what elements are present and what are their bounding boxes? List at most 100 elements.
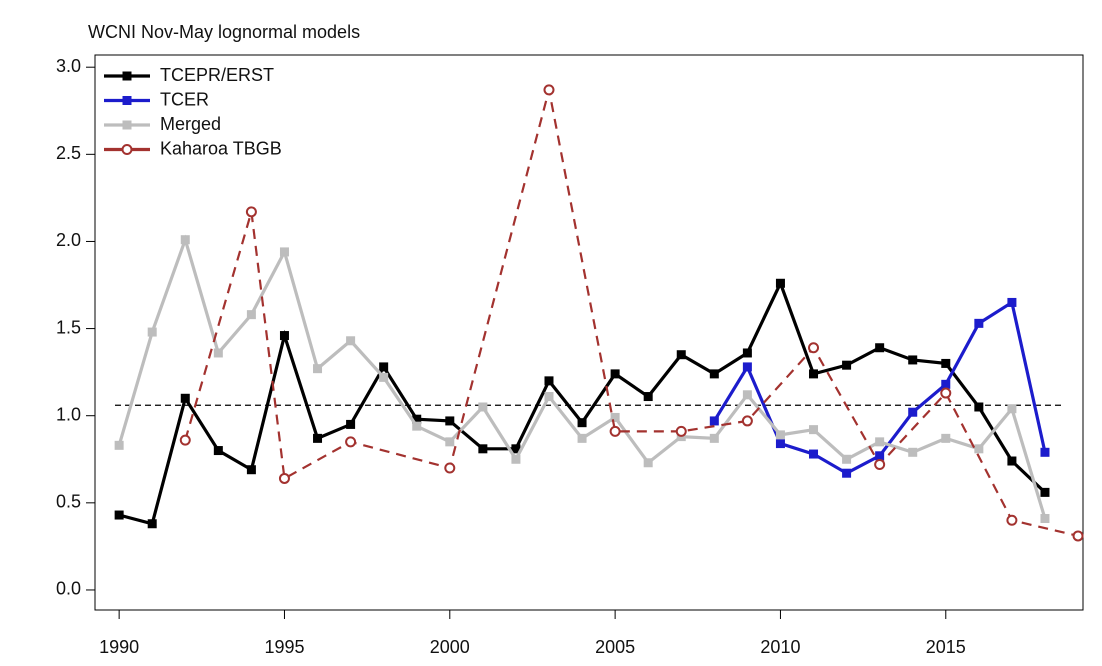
legend-marker (121, 144, 133, 155)
point (643, 458, 653, 468)
point (543, 84, 555, 96)
point (412, 421, 422, 431)
point (609, 425, 621, 437)
point (940, 387, 952, 399)
point (147, 519, 157, 529)
point (379, 372, 389, 382)
point (278, 472, 290, 484)
point (379, 362, 389, 372)
point (842, 360, 852, 370)
point (742, 362, 752, 372)
point (908, 447, 918, 457)
point (1007, 456, 1017, 466)
point (1007, 297, 1017, 307)
point (875, 437, 885, 447)
point (775, 278, 785, 288)
point (180, 235, 190, 245)
point (1006, 514, 1018, 526)
point (346, 336, 356, 346)
point (245, 206, 257, 218)
point (875, 451, 885, 461)
point (577, 433, 587, 443)
legend-marker (122, 96, 132, 105)
plot-frame (94, 54, 1084, 611)
point (874, 458, 886, 470)
point (279, 247, 289, 257)
point (709, 433, 719, 443)
point (1072, 530, 1084, 542)
point (775, 439, 785, 449)
legend-marker (122, 120, 132, 130)
point (279, 331, 289, 341)
y-tick-label: 1.0 (56, 404, 81, 424)
point (511, 444, 521, 454)
point (709, 369, 719, 379)
legend-label: TCER (160, 89, 209, 109)
point (179, 434, 191, 446)
point (742, 390, 752, 400)
point (908, 355, 918, 365)
series-line (117, 234, 1047, 519)
y-tick-label: 2.5 (56, 143, 81, 163)
point (213, 348, 223, 358)
point (676, 350, 686, 360)
point (246, 465, 256, 475)
point (577, 418, 587, 428)
x-tick-label: 2015 (926, 637, 966, 657)
point (246, 310, 256, 320)
point (610, 412, 620, 422)
point (345, 436, 357, 448)
point (213, 446, 223, 456)
y-tick-label: 0.5 (56, 492, 81, 512)
point (445, 416, 455, 426)
point (478, 402, 488, 412)
point (709, 416, 719, 426)
x-tick-label: 1995 (264, 637, 304, 657)
point (1040, 487, 1050, 497)
point (444, 462, 456, 474)
series-line (184, 89, 1079, 538)
point (313, 364, 323, 374)
point (875, 343, 885, 353)
x-tick-label: 2000 (430, 637, 470, 657)
series-line (118, 279, 1047, 526)
point (675, 425, 687, 437)
legend-marker (122, 71, 132, 81)
point (114, 510, 124, 520)
point (511, 454, 521, 464)
point (809, 449, 819, 459)
point (643, 392, 653, 402)
point (941, 433, 951, 443)
point (610, 369, 620, 379)
legend-label: Kaharoa TBGB (160, 138, 282, 158)
legend-label: TCEPR/ERST (160, 65, 274, 85)
point (544, 392, 554, 402)
point (1040, 514, 1050, 524)
point (941, 358, 951, 368)
legend-label: Merged (160, 114, 221, 134)
x-tick-label: 2010 (760, 637, 800, 657)
point (974, 444, 984, 454)
point (445, 437, 455, 447)
y-tick-label: 2.0 (56, 230, 81, 250)
point (1007, 404, 1017, 414)
point (974, 402, 984, 412)
point (842, 468, 852, 478)
point (544, 376, 554, 386)
point (775, 430, 785, 440)
x-tick-label: 1990 (99, 637, 139, 657)
point (147, 327, 157, 337)
point (808, 342, 820, 354)
point (478, 444, 488, 454)
point (313, 433, 323, 443)
point (114, 440, 124, 450)
y-tick-label: 0.0 (56, 579, 81, 599)
point (742, 348, 752, 358)
point (974, 318, 984, 328)
y-tick-label: 3.0 (56, 56, 81, 76)
y-tick-label: 1.5 (56, 317, 81, 337)
series-line (712, 299, 1047, 476)
point (908, 407, 918, 417)
point (346, 419, 356, 429)
